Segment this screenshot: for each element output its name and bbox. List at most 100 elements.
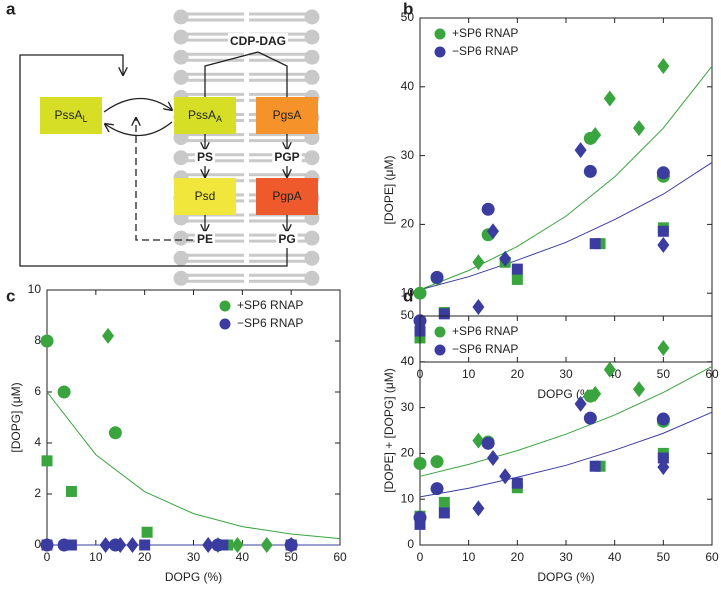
data-point bbox=[472, 500, 485, 517]
lipid-head bbox=[304, 49, 320, 65]
x-tick-label: 10 bbox=[462, 550, 476, 564]
y-axis-label: [DOPE] + [DOPG] (μM) bbox=[382, 368, 396, 493]
label-background bbox=[228, 33, 288, 50]
data-point bbox=[438, 308, 450, 320]
lipid-head bbox=[304, 250, 320, 266]
metabolite-label: PGP bbox=[274, 150, 299, 164]
lipid-head bbox=[173, 9, 189, 25]
panel-label: c bbox=[6, 286, 15, 305]
data-point bbox=[499, 468, 512, 485]
y-tick-label: 2 bbox=[34, 486, 41, 500]
data-point bbox=[583, 411, 597, 425]
x-tick-label: 0 bbox=[417, 550, 424, 564]
legend-marker bbox=[434, 344, 446, 356]
data-point bbox=[481, 436, 495, 450]
y-tick-label: 40 bbox=[401, 354, 415, 368]
label-background bbox=[194, 231, 216, 248]
x-tick-label: 40 bbox=[608, 550, 622, 564]
data-point bbox=[231, 537, 244, 553]
x-tick-label: 40 bbox=[236, 550, 250, 564]
data-point bbox=[108, 426, 122, 440]
fit-curve bbox=[419, 411, 713, 498]
data-point bbox=[481, 202, 495, 216]
panel-label: d bbox=[403, 286, 413, 305]
x-tick-label: 10 bbox=[89, 550, 103, 564]
data-point bbox=[511, 477, 523, 489]
legend-label: +SP6 RNAP bbox=[452, 26, 518, 40]
data-point bbox=[141, 526, 153, 538]
data-point bbox=[472, 298, 485, 315]
feedback-arrow bbox=[136, 118, 193, 241]
lipid-head bbox=[304, 270, 320, 286]
x-tick-label: 0 bbox=[44, 550, 51, 564]
data-point bbox=[657, 237, 670, 254]
x-tick-label: 50 bbox=[657, 367, 671, 381]
lipid-head bbox=[173, 270, 189, 286]
plot-frame bbox=[419, 17, 713, 363]
lipid-head bbox=[304, 29, 320, 45]
lipid-head bbox=[173, 69, 189, 85]
metabolite-label: CDP-DAG bbox=[230, 34, 286, 48]
data-point bbox=[438, 507, 450, 519]
legend-marker bbox=[434, 28, 446, 40]
lipid-head bbox=[173, 150, 189, 166]
data-point bbox=[487, 223, 499, 240]
data-point bbox=[589, 385, 602, 402]
y-tick-label: 20 bbox=[401, 217, 415, 231]
y-tick-label: 6 bbox=[34, 384, 41, 398]
y-tick-label: 8 bbox=[34, 333, 41, 347]
data-point bbox=[114, 537, 127, 553]
data-point bbox=[633, 381, 645, 398]
x-tick-label: 30 bbox=[559, 550, 573, 564]
y-axis-label: [DOPE] (μM) bbox=[382, 156, 396, 225]
data-point bbox=[589, 238, 601, 250]
fit-curve bbox=[419, 65, 713, 291]
data-point bbox=[65, 485, 77, 497]
enzyme-name: PgsA bbox=[273, 108, 302, 122]
label-background bbox=[272, 149, 302, 166]
legend-marker bbox=[219, 318, 231, 330]
x-axis-label: DOPG (%) bbox=[165, 570, 222, 584]
data-point bbox=[41, 455, 53, 467]
enzyme-name: PssA bbox=[54, 108, 82, 122]
data-point bbox=[657, 225, 669, 237]
data-point bbox=[511, 263, 523, 275]
data-point bbox=[413, 286, 427, 300]
lipid-head bbox=[173, 49, 189, 65]
y-tick-label: 30 bbox=[401, 400, 415, 414]
fit-curve bbox=[46, 391, 341, 540]
data-point bbox=[657, 340, 670, 357]
x-tick-label: 20 bbox=[511, 550, 525, 564]
data-point bbox=[260, 537, 273, 553]
enzyme-subscript: A bbox=[216, 114, 222, 124]
feedback-arrow bbox=[19, 54, 288, 267]
y-tick-label: 10 bbox=[401, 491, 415, 505]
data-point bbox=[657, 452, 669, 464]
x-tick-label: 10 bbox=[462, 367, 476, 381]
chart: c 0 10 20 30 40 50 60 0 2 4 6 8 10 DOPG (%) [DOPG] (μM)… bbox=[6, 282, 347, 584]
lipid-head bbox=[304, 9, 320, 25]
x-tick-label: 60 bbox=[705, 550, 719, 564]
data-point bbox=[657, 58, 670, 75]
enzyme-label: Psd bbox=[195, 189, 216, 203]
data-point bbox=[139, 539, 151, 551]
metabolite-label: PG bbox=[278, 232, 295, 246]
enzyme-label: PssAA bbox=[188, 108, 222, 124]
data-point bbox=[656, 412, 670, 426]
x-tick-label: 20 bbox=[511, 367, 525, 381]
data-point bbox=[656, 166, 670, 180]
chart: d 0 10 20 30 40 50 60 0 10 20 30 40 50 DOPG (%) [DOPE] … bbox=[382, 286, 719, 584]
legend-label: −SP6 RNAP bbox=[237, 316, 303, 330]
enzyme-name: Psd bbox=[195, 189, 216, 203]
legend-marker bbox=[219, 300, 231, 312]
y-tick-label: 10 bbox=[28, 282, 42, 296]
data-point bbox=[603, 361, 616, 378]
panel-label: b bbox=[403, 0, 413, 18]
arrow bbox=[103, 97, 172, 113]
legend-label: +SP6 RNAP bbox=[452, 324, 518, 338]
data-point bbox=[472, 254, 485, 271]
enzyme-name: PssA bbox=[188, 108, 216, 122]
